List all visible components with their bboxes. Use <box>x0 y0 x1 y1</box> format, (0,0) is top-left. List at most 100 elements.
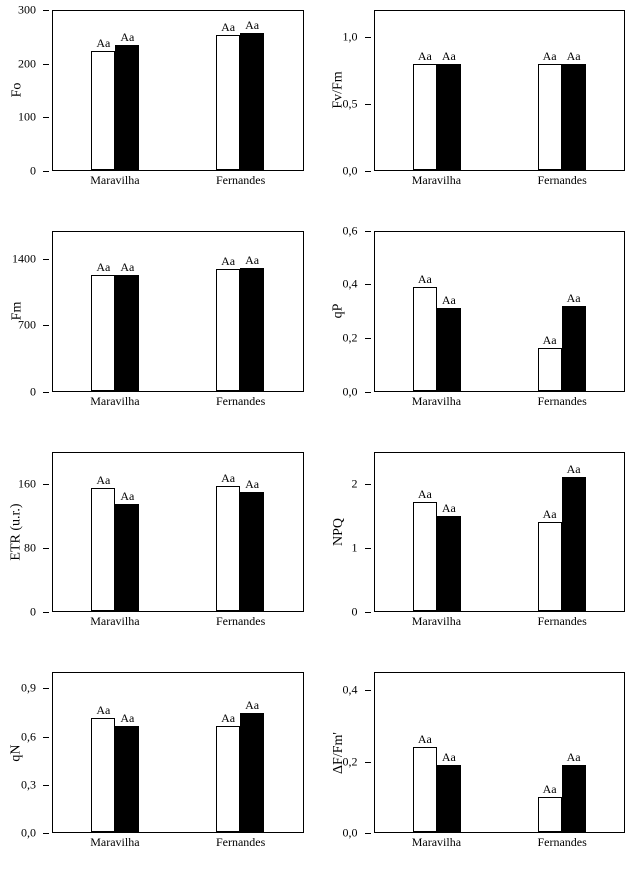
bars-layer: AaAaAaAa <box>53 453 303 612</box>
bar-group: AaAa <box>538 232 586 391</box>
bar-black: Aa <box>437 308 461 390</box>
bar-black: Aa <box>240 268 264 390</box>
chart-dffm: ΔF/Fm'0,00,20,4AaAaAaAaMaravilhaFernande… <box>322 662 643 883</box>
y-tick <box>365 762 371 763</box>
bar-group: Aa Aa <box>91 11 139 170</box>
y-tick <box>43 171 49 172</box>
y-tick <box>43 64 49 65</box>
y-tick-label: 0,2 <box>343 330 358 345</box>
y-axis-label-text: NPQ <box>331 518 347 546</box>
y-tick-label: 0,5 <box>343 96 358 111</box>
x-category-label: Fernandes <box>178 614 304 632</box>
bar-white: Aa <box>91 488 115 611</box>
x-categories: MaravilhaFernandes <box>374 173 626 191</box>
x-category-label: Fernandes <box>178 835 304 853</box>
bars-layer: AaAaAaAa <box>53 232 303 391</box>
bar-label: Aa <box>245 477 259 492</box>
y-tick <box>43 392 49 393</box>
bar-black: Aa <box>437 64 461 170</box>
y-tick <box>365 231 371 232</box>
y-tick-label: 200 <box>18 56 36 71</box>
bar-label: Aa <box>120 489 134 504</box>
bar-label: Aa <box>567 750 581 765</box>
y-axis-label: NPQ <box>328 452 350 613</box>
bar-label: Aa <box>221 20 235 35</box>
bar-label: Aa <box>96 260 110 275</box>
bar-group: AaAa <box>216 453 264 612</box>
y-tick-label: 160 <box>18 476 36 491</box>
y-tick-label: 0,6 <box>21 729 36 744</box>
y-axis-label-text: qP <box>330 304 346 319</box>
bar-group: AaAa <box>91 673 139 832</box>
bar-black: Aa <box>562 306 586 391</box>
y-tick-label: 0 <box>352 605 358 620</box>
bar-group: AaAa <box>413 453 461 612</box>
y-tick <box>43 117 49 118</box>
y-tick <box>43 259 49 260</box>
y-tick-label: 0,2 <box>343 754 358 769</box>
y-axis-label: qP <box>328 231 350 392</box>
bar-label: Aa <box>221 471 235 486</box>
y-tick-label: 100 <box>18 110 36 125</box>
y-axis-label-text: ETR (u.r.) <box>9 503 25 560</box>
x-category-label: Fernandes <box>178 173 304 191</box>
bar-label: Aa <box>567 462 581 477</box>
y-tick <box>365 612 371 613</box>
y-tick-label: 0,4 <box>343 683 358 698</box>
bar-group: AaAa <box>216 11 264 170</box>
plot-area: AaAaAaAa <box>52 10 304 171</box>
bar-black: Aa <box>240 33 264 170</box>
bar-white: Aa <box>216 269 240 390</box>
chart-fo: Fo0100200300AaAaAaAaMaravilhaFernandes <box>0 0 322 221</box>
bar-label: Aa <box>120 30 134 45</box>
bar-label: Aa <box>245 18 259 33</box>
bar-label: Aa <box>442 293 456 308</box>
bar-black: Aa <box>562 64 586 170</box>
x-categories: MaravilhaFernandes <box>374 394 626 412</box>
x-category-label: Maravilha <box>52 614 178 632</box>
chart-etr: ETR (u.r.)080160AaAaAaAaMaravilhaFernand… <box>0 442 322 663</box>
bar-white: Aa <box>538 522 562 611</box>
x-category-label: Fernandes <box>499 173 625 191</box>
bar-group: AaAa <box>538 673 586 832</box>
x-categories: MaravilhaFernandes <box>52 173 304 191</box>
y-tick <box>365 37 371 38</box>
bar-black: Aa <box>115 726 139 832</box>
y-tick-label: 0,0 <box>343 384 358 399</box>
bar-black: Aa <box>437 765 461 832</box>
y-tick <box>43 10 49 11</box>
y-tick <box>365 284 371 285</box>
plot-area: AaAaAaAa <box>374 231 626 392</box>
bar-group: AaAa <box>413 232 461 391</box>
y-tick-label: 0,0 <box>343 163 358 178</box>
bar-label: Aa <box>96 36 110 51</box>
x-categories: MaravilhaFernandes <box>374 835 626 853</box>
y-tick <box>43 612 49 613</box>
plot-area: AaAaAaAa <box>374 672 626 833</box>
bar-white: Aa <box>91 718 115 832</box>
y-tick-label: 0 <box>30 605 36 620</box>
y-tick <box>43 833 49 834</box>
bars-layer: AaAaAaAa <box>53 11 303 170</box>
y-tick <box>365 548 371 549</box>
y-tick-label: 0 <box>30 163 36 178</box>
bar-black: Aa <box>437 516 461 611</box>
bar-label: Aa <box>120 260 134 275</box>
x-categories: MaravilhaFernandes <box>374 614 626 632</box>
bar-label: Aa <box>418 272 432 287</box>
y-axis-label: qN <box>6 672 28 833</box>
chart-fm: Fm07001400AaAaAaAaMaravilhaFernandes <box>0 221 322 442</box>
x-category-label: Maravilha <box>374 394 500 412</box>
y-tick <box>365 392 371 393</box>
y-tick-label: 0 <box>30 384 36 399</box>
y-tick-label: 0,9 <box>21 681 36 696</box>
bars-layer: AaAaAaAa <box>375 453 625 612</box>
y-tick <box>43 737 49 738</box>
bar-group: AaAa <box>413 673 461 832</box>
bar-label: Aa <box>567 49 581 64</box>
y-tick <box>43 484 49 485</box>
bars-layer: AaAaAaAa <box>375 232 625 391</box>
y-tick-label: 0,0 <box>343 826 358 841</box>
bar-black: Aa <box>240 492 264 611</box>
y-tick <box>365 833 371 834</box>
